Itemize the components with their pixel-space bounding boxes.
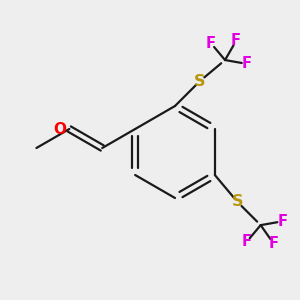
- Text: F: F: [206, 36, 216, 51]
- Text: F: F: [231, 34, 241, 49]
- Text: F: F: [268, 236, 278, 251]
- Text: F: F: [277, 214, 287, 229]
- Text: F: F: [242, 56, 252, 71]
- Text: S: S: [194, 74, 206, 89]
- Text: S: S: [232, 194, 243, 209]
- Text: F: F: [242, 235, 251, 250]
- Text: O: O: [53, 122, 66, 136]
